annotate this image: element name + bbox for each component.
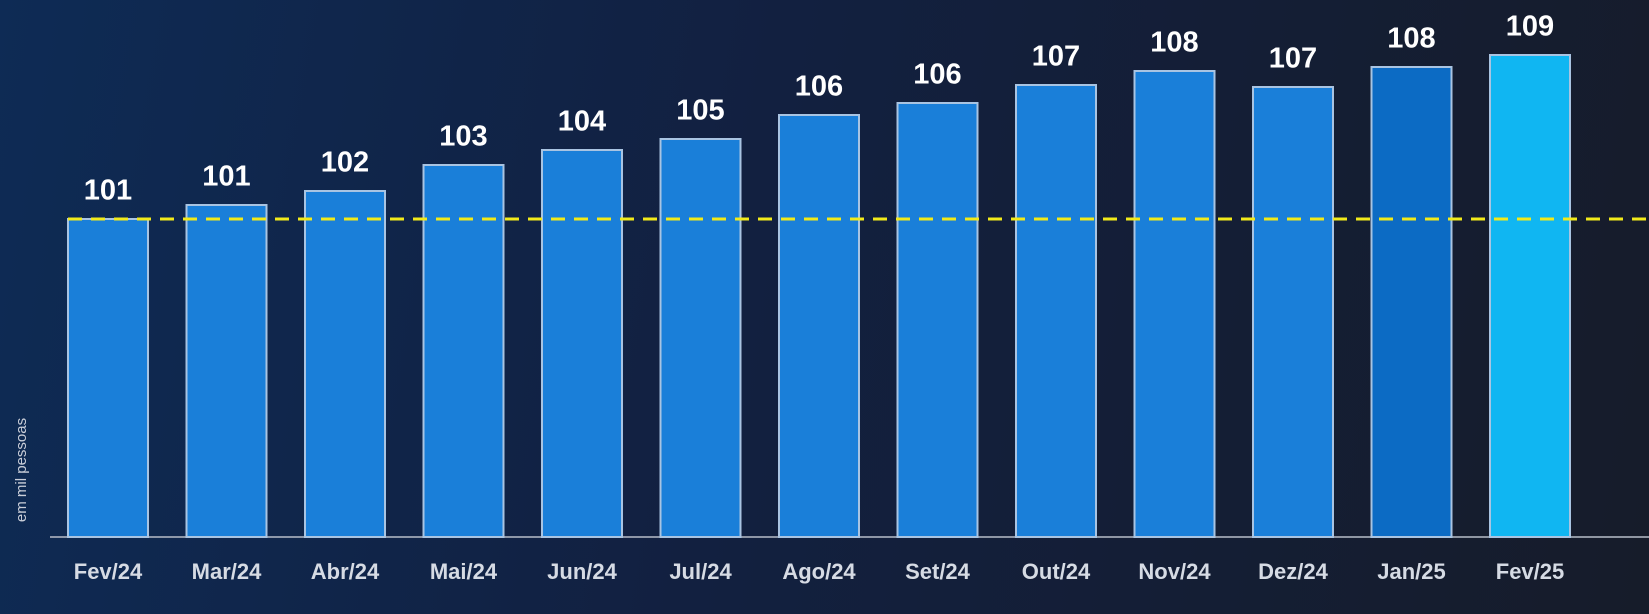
value-label: 106 (913, 59, 961, 91)
x-tick-label: Out/24 (1022, 559, 1091, 584)
x-tick-label: Fev/25 (1496, 559, 1565, 584)
x-tick-label: Jun/24 (547, 559, 617, 584)
x-tick-label: Fev/24 (74, 559, 143, 584)
value-label: 109 (1506, 11, 1554, 43)
x-tick-label: Set/24 (905, 559, 971, 584)
value-label: 106 (795, 71, 843, 103)
value-label: 107 (1032, 41, 1080, 73)
x-tick-label: Jan/25 (1377, 559, 1446, 584)
x-tick-label: Mar/24 (192, 559, 262, 584)
value-label: 104 (558, 106, 606, 138)
bar (67, 218, 149, 538)
bar (304, 190, 386, 538)
bar (778, 114, 860, 538)
bar (422, 164, 505, 538)
x-tick-label: Jul/24 (669, 559, 732, 584)
value-label: 108 (1150, 27, 1198, 59)
value-label: 101 (202, 161, 250, 193)
x-tick-label: Abr/24 (311, 559, 380, 584)
value-label: 108 (1387, 23, 1435, 55)
x-tick-label: Mai/24 (430, 559, 498, 584)
bar (185, 204, 268, 538)
value-label: 103 (439, 121, 487, 153)
y-axis-label: em mil pessoas (13, 418, 30, 522)
bar (659, 138, 742, 538)
value-label: 102 (321, 147, 369, 179)
x-tick-label: Nov/24 (1138, 559, 1211, 584)
value-label: 101 (84, 175, 132, 207)
x-tick-label: Dez/24 (1258, 559, 1328, 584)
bar (541, 149, 623, 538)
x-tick-label: Ago/24 (782, 559, 856, 584)
bar (1370, 66, 1453, 538)
bar (1133, 70, 1216, 538)
bar (1252, 86, 1334, 538)
bar (1015, 84, 1097, 538)
bar (1489, 54, 1571, 538)
bar (896, 102, 979, 538)
value-label: 105 (676, 95, 724, 127)
value-label: 107 (1269, 43, 1317, 75)
